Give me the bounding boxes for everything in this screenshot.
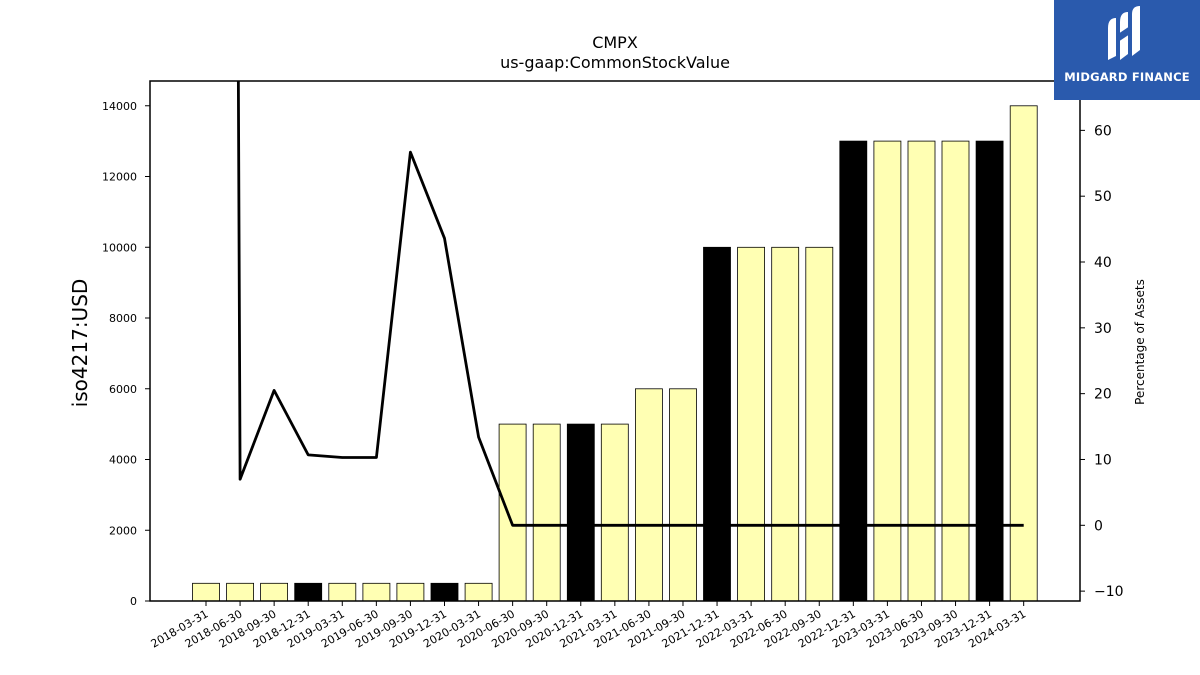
bar	[703, 246, 731, 602]
bar	[226, 582, 255, 602]
y2-axis-label: Percentage of Assets	[1133, 279, 1147, 405]
y2-tick-label: 10	[1094, 452, 1112, 468]
chart-title: CMPX	[592, 33, 638, 52]
y-tick-label: 8000	[109, 312, 137, 325]
y-axis-label: iso4217:USD	[68, 279, 92, 408]
bar	[839, 140, 868, 602]
bar	[907, 140, 936, 602]
bar	[669, 388, 697, 602]
bar	[600, 423, 629, 602]
bar	[873, 140, 902, 602]
line-layer	[236, 81, 1024, 527]
y2-tick-label: 30	[1094, 321, 1112, 337]
bar	[941, 140, 970, 602]
y-tick-label: 2000	[109, 524, 137, 537]
bar	[771, 246, 800, 602]
midgard-logo-icon	[1108, 6, 1140, 60]
y-tick-label: 14000	[102, 100, 137, 113]
bar	[328, 582, 357, 602]
y-tick-label: 6000	[109, 383, 137, 396]
bar	[294, 582, 323, 602]
y-tick-label: 10000	[102, 241, 137, 254]
bar	[362, 582, 391, 602]
y2-tick-label: 0	[1094, 518, 1103, 534]
bar	[430, 582, 459, 602]
chart-subtitle: us-gaap:CommonStockValue	[500, 53, 730, 72]
bar	[498, 423, 527, 602]
bar	[805, 246, 834, 602]
bar	[532, 423, 561, 602]
bar	[566, 423, 595, 602]
y-tick-label: 4000	[109, 454, 137, 467]
y-tick-label: 12000	[102, 171, 137, 184]
y2-tick-label: 60	[1094, 123, 1112, 139]
y2-tick-label: 20	[1094, 387, 1112, 403]
y2-tick-label: −10	[1094, 584, 1124, 600]
logo-text: MIDGARD FINANCE	[1064, 70, 1190, 84]
series-line	[236, 81, 1024, 527]
bar	[396, 582, 425, 602]
bar	[464, 582, 493, 602]
bar	[260, 582, 289, 602]
logo: MIDGARD FINANCE	[1054, 0, 1200, 100]
bar	[635, 388, 663, 602]
bar	[1009, 105, 1038, 602]
y-tick-label: 0	[130, 595, 137, 608]
y2-tick-label: 40	[1094, 255, 1112, 271]
bar	[192, 582, 220, 602]
bar	[737, 246, 765, 602]
y2-tick-label: 50	[1094, 189, 1112, 205]
bar	[975, 140, 1004, 602]
bars-layer	[192, 105, 1038, 602]
